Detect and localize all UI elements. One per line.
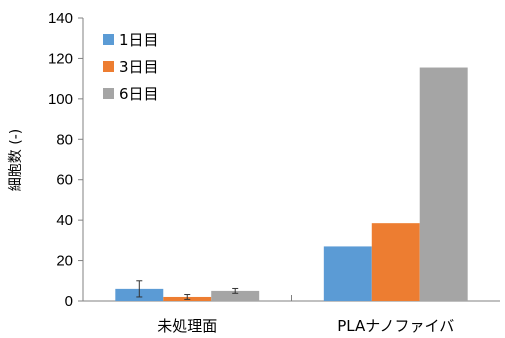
y-tick-label: 80 xyxy=(56,131,73,148)
y-tick-label: 60 xyxy=(56,172,73,189)
bar xyxy=(371,223,420,301)
y-tick-label: 40 xyxy=(56,212,73,229)
legend-swatch xyxy=(103,61,114,72)
x-category-label: PLAナノファイバ xyxy=(337,317,454,335)
legend-swatch xyxy=(103,34,114,45)
legend: 1日目 3日目 6日目 xyxy=(103,31,159,103)
legend-label: 6日目 xyxy=(119,85,159,103)
bar xyxy=(323,246,372,301)
legend-label: 1日目 xyxy=(119,31,159,49)
bar xyxy=(419,67,468,302)
legend-swatch xyxy=(103,88,114,99)
y-tick-label: 120 xyxy=(48,50,73,67)
legend-label: 3日目 xyxy=(119,58,159,76)
y-tick-label: 140 xyxy=(48,10,73,27)
y-tick-label: 20 xyxy=(56,253,73,270)
axes: 0 20 40 60 80 100 120 140 未処理面 PLAナノファイバ xyxy=(48,10,500,335)
y-axis-title: 細胞数 (-) xyxy=(8,129,24,191)
y-tick-label: 100 xyxy=(48,91,73,108)
bars xyxy=(115,67,468,302)
y-tick-label: 0 xyxy=(65,293,73,310)
x-category-label: 未処理面 xyxy=(157,317,217,335)
bar xyxy=(211,290,260,301)
